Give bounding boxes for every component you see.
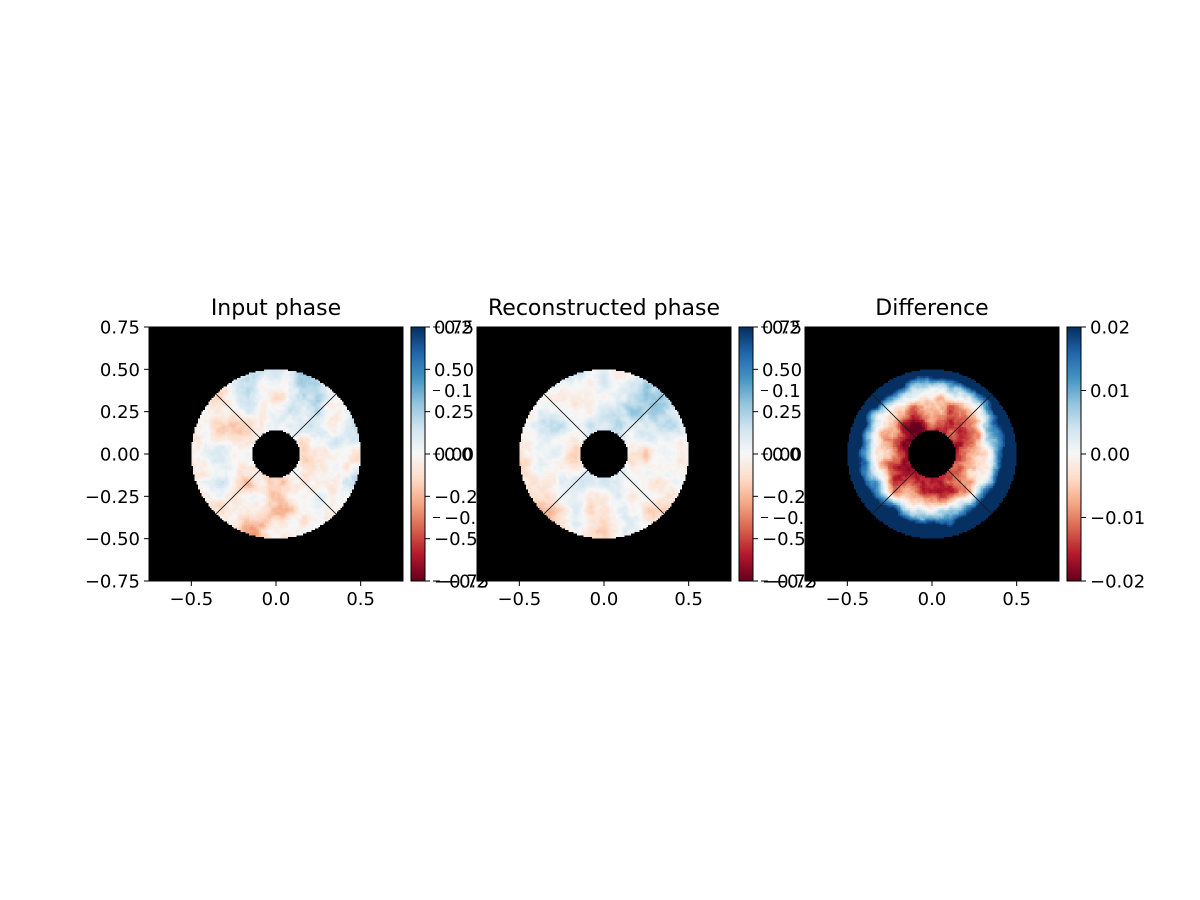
- colorbar-tick-label: 0.50: [762, 360, 802, 381]
- colorbar-tick-label: −0.02: [1090, 572, 1145, 593]
- colorbar-tick-label: −0.75: [434, 572, 489, 593]
- phase-image: [477, 327, 731, 581]
- x-tick-label: 0.0: [262, 589, 291, 610]
- colorbar-tick-label: 0.25: [762, 402, 802, 423]
- colorbar-tick-label: −0.25: [434, 487, 489, 508]
- colorbar-tick-label: 0.50: [434, 360, 474, 381]
- colorbar-tick-label: 0.25: [434, 402, 474, 423]
- y-tick-label: 0.25: [100, 402, 140, 423]
- x-tick-label: 0.0: [590, 589, 619, 610]
- colorbar-tick-label: −0.50: [762, 529, 817, 550]
- spider-line: [292, 393, 337, 438]
- colorbar-overlap-tick-label: 0.1: [444, 381, 473, 402]
- chart-panel-1: Input phase −0.5 0.0 0.5 0.75 0.50 0.25 0.00 −0.…: [85, 296, 489, 610]
- x-tick-label: −0.5: [825, 589, 869, 610]
- spider-line: [215, 470, 260, 515]
- spider-line: [620, 470, 665, 515]
- x-tick-label: 0.5: [674, 589, 703, 610]
- chart-title: Input phase: [211, 296, 341, 321]
- spider-line: [948, 393, 993, 438]
- y-tick-label: −0.25: [85, 487, 140, 508]
- colorbar-overlap-tick-label: 0.1: [772, 381, 801, 402]
- colorbar-tick-label: 0.75: [762, 318, 802, 339]
- x-tick-label: 0.0: [918, 589, 947, 610]
- spider-line: [215, 393, 260, 438]
- spider-line: [948, 470, 993, 515]
- chart-title: Difference: [875, 296, 988, 321]
- colorbar-tick-label: 0.75: [434, 318, 474, 339]
- colorbar-tick-label: 0.01: [1090, 381, 1130, 402]
- colorbar-tick-label: 0.02: [1090, 318, 1130, 339]
- x-tick-label: 0.5: [1002, 589, 1031, 610]
- colorbar-overlap-tick-label: 0.2: [444, 318, 473, 339]
- colorbar-tick-label: −0.50: [434, 529, 489, 550]
- colorbar-tick-label: 0.00: [434, 445, 474, 466]
- y-tick-label: 0.75: [100, 318, 140, 339]
- y-tick-label: −0.50: [85, 529, 140, 550]
- phase-image: [149, 327, 403, 581]
- y-tick-label: 0.00: [100, 445, 140, 466]
- colorbar-gradient: [739, 327, 753, 581]
- spider-line: [543, 470, 588, 515]
- spider-line: [620, 393, 665, 438]
- y-tick-label: −0.75: [85, 572, 140, 593]
- colorbar-tick-label: 0.00: [1090, 445, 1130, 466]
- chart-panel-3: Difference −0.5 0.0 0.5 0.02 0.01 0.00 −0.01 −0.…: [804, 296, 1145, 610]
- spider-line: [292, 470, 337, 515]
- phase-image: [805, 327, 1059, 581]
- spider-line: [543, 393, 588, 438]
- spider-line: [871, 470, 916, 515]
- colorbar-overlap-tick-label: 0.0: [772, 445, 801, 466]
- colorbar-tick-label: −0.25: [762, 487, 817, 508]
- x-tick-label: −0.5: [497, 589, 541, 610]
- colorbar: 0.02 0.01 0.00 −0.01 −0.02: [1066, 318, 1145, 593]
- y-tick-label: 0.50: [100, 360, 140, 381]
- colorbar: 0.75 0.50 0.25 0.00 −0.25 −0.50 −0.75 0.2 0.1 0.0…: [738, 318, 817, 593]
- spider-line: [871, 393, 916, 438]
- colorbar-gradient: [1067, 327, 1081, 581]
- colorbar-overlap-tick-label: 0.2: [772, 318, 801, 339]
- x-tick-label: −0.5: [169, 589, 213, 610]
- colorbar-gradient: [411, 327, 425, 581]
- chart-title: Reconstructed phase: [488, 296, 720, 321]
- colorbar-tick-label: −0.75: [762, 572, 817, 593]
- x-tick-label: 0.5: [346, 589, 375, 610]
- colorbar-tick-label: −0.01: [1090, 508, 1145, 529]
- chart-panel-2: Reconstructed phase −0.5 0.0 0.5 0.75 0.50 0.2…: [476, 296, 817, 610]
- colorbar-overlap-tick-label: 0.0: [444, 445, 473, 466]
- colorbar-tick-label: 0.00: [762, 445, 802, 466]
